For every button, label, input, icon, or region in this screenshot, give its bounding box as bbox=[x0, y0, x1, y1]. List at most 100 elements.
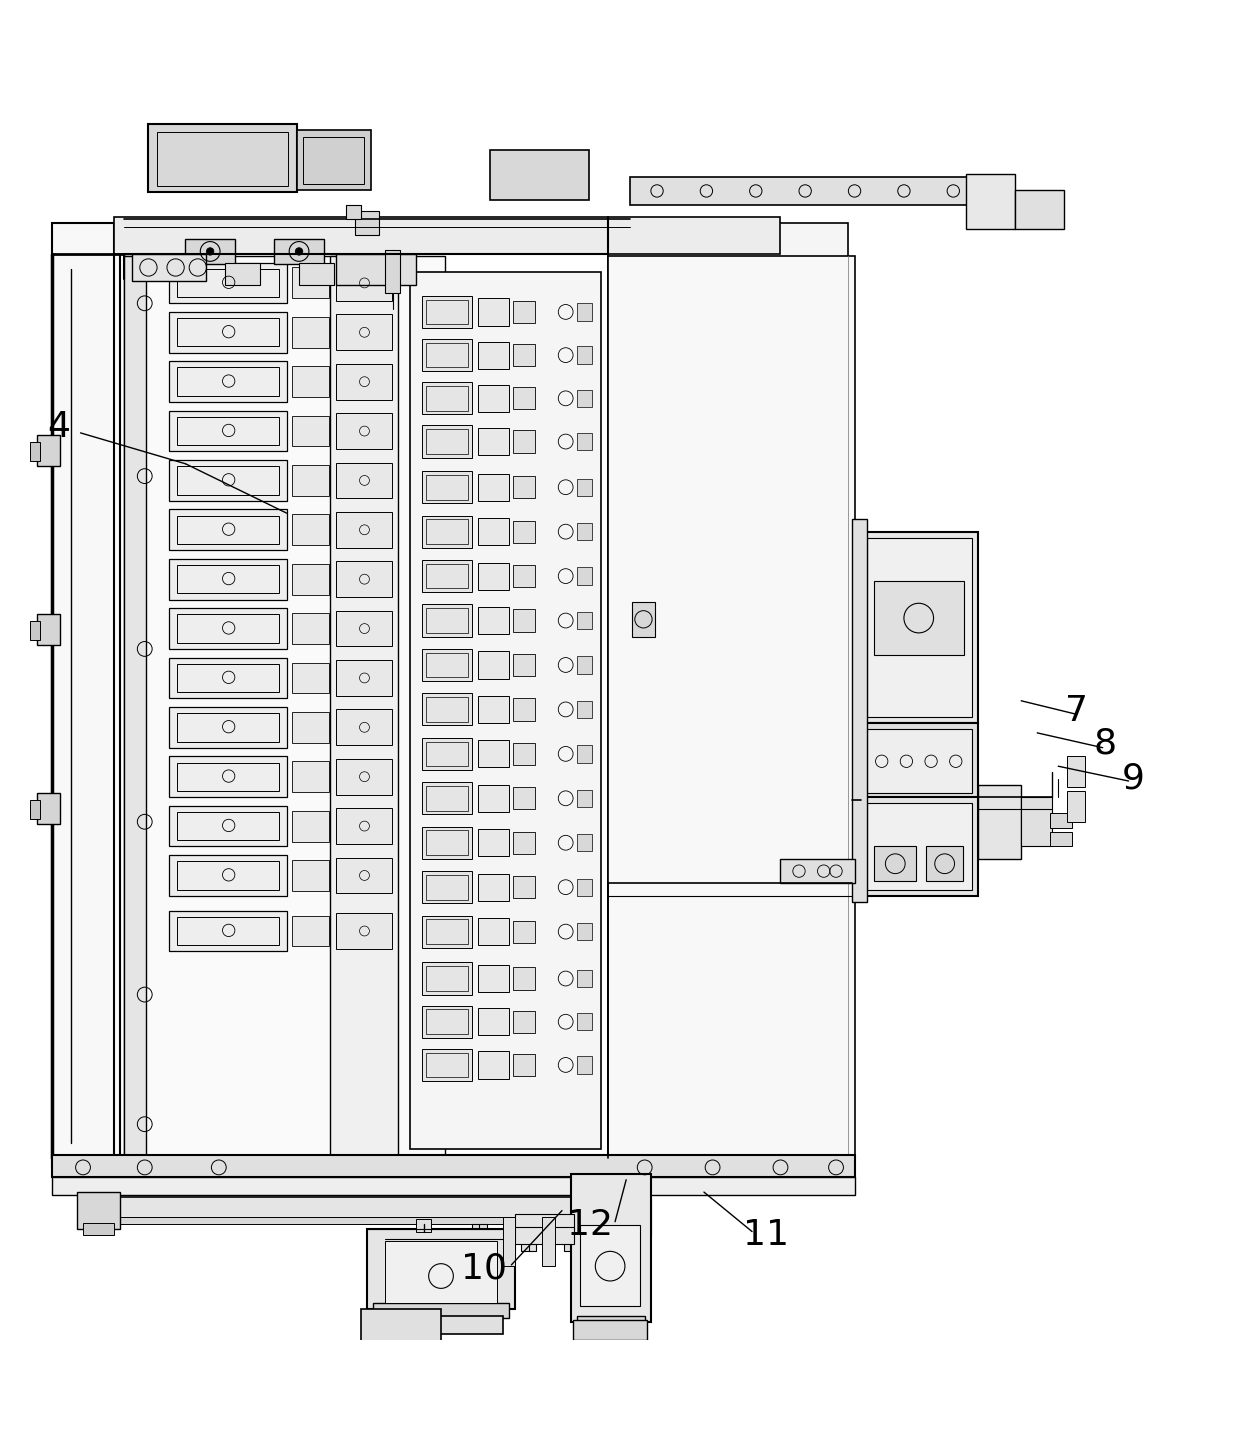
Bar bbox=[512, 521, 534, 542]
Bar bbox=[37, 615, 60, 645]
Bar bbox=[379, 1316, 502, 1335]
Bar bbox=[52, 1177, 854, 1194]
Bar bbox=[577, 970, 591, 988]
Bar bbox=[186, 239, 234, 263]
Bar bbox=[632, 602, 655, 636]
Bar bbox=[336, 659, 392, 696]
Bar bbox=[512, 476, 534, 499]
Bar bbox=[170, 362, 286, 402]
Bar bbox=[512, 1011, 534, 1032]
Bar bbox=[77, 1192, 120, 1229]
Bar bbox=[291, 711, 329, 743]
Bar bbox=[479, 607, 508, 635]
Bar bbox=[170, 509, 286, 549]
Bar bbox=[515, 1226, 574, 1244]
Bar bbox=[479, 964, 508, 992]
Bar bbox=[177, 713, 279, 742]
Bar bbox=[966, 174, 1016, 230]
Bar bbox=[177, 466, 279, 495]
Bar bbox=[170, 411, 286, 451]
Bar bbox=[30, 620, 40, 641]
Bar bbox=[427, 652, 469, 677]
Bar bbox=[423, 827, 472, 859]
Bar bbox=[577, 347, 591, 364]
Bar bbox=[291, 811, 329, 842]
Bar bbox=[423, 870, 472, 904]
Bar bbox=[608, 256, 854, 1158]
Bar bbox=[1022, 797, 1052, 846]
Bar bbox=[978, 785, 1022, 859]
Bar bbox=[423, 604, 472, 636]
Bar bbox=[291, 466, 329, 496]
Bar bbox=[479, 829, 508, 856]
Bar bbox=[170, 756, 286, 797]
Circle shape bbox=[295, 247, 303, 254]
Bar bbox=[626, 1199, 651, 1235]
Bar bbox=[427, 742, 469, 766]
Bar bbox=[577, 523, 591, 541]
Bar bbox=[512, 698, 534, 720]
Bar bbox=[512, 388, 534, 409]
Bar bbox=[427, 474, 469, 499]
Bar bbox=[861, 797, 978, 897]
Bar bbox=[177, 367, 279, 396]
Bar bbox=[423, 296, 472, 328]
Bar bbox=[577, 879, 591, 897]
Bar bbox=[852, 519, 867, 902]
Bar bbox=[336, 414, 392, 448]
Bar bbox=[177, 811, 279, 840]
Bar bbox=[423, 471, 472, 503]
Bar bbox=[577, 1056, 591, 1073]
Text: 11: 11 bbox=[743, 1219, 789, 1252]
Bar bbox=[336, 610, 392, 646]
Bar bbox=[512, 565, 534, 587]
Bar bbox=[52, 223, 120, 1167]
Bar bbox=[427, 1053, 469, 1077]
Bar bbox=[427, 697, 469, 722]
Bar bbox=[291, 366, 329, 398]
Bar bbox=[83, 1223, 114, 1235]
Bar bbox=[874, 846, 916, 881]
Bar bbox=[423, 963, 472, 995]
Bar bbox=[423, 425, 472, 457]
Bar bbox=[274, 239, 324, 263]
Bar bbox=[423, 915, 472, 947]
Bar bbox=[867, 803, 972, 889]
Bar bbox=[577, 745, 591, 762]
Bar bbox=[512, 654, 534, 677]
Text: 9: 9 bbox=[1122, 762, 1145, 795]
Bar bbox=[177, 565, 279, 593]
Bar bbox=[386, 1242, 496, 1303]
Bar bbox=[577, 567, 591, 584]
Bar bbox=[490, 150, 589, 200]
Bar bbox=[479, 1008, 508, 1035]
Bar bbox=[291, 515, 329, 545]
Bar bbox=[427, 386, 469, 411]
Bar bbox=[296, 130, 371, 189]
Bar bbox=[170, 263, 286, 304]
Bar bbox=[1049, 813, 1071, 829]
Bar bbox=[570, 1174, 651, 1322]
Bar bbox=[417, 1219, 432, 1232]
Bar bbox=[177, 416, 279, 445]
Bar bbox=[867, 538, 972, 717]
Bar bbox=[608, 223, 848, 1167]
Bar bbox=[861, 532, 978, 723]
Bar bbox=[177, 269, 279, 296]
Text: 12: 12 bbox=[568, 1209, 614, 1242]
Bar bbox=[170, 609, 286, 649]
Bar bbox=[177, 664, 279, 693]
Bar bbox=[303, 136, 365, 184]
Bar bbox=[170, 460, 286, 500]
Bar bbox=[577, 923, 591, 940]
Bar bbox=[410, 272, 601, 1150]
Bar bbox=[37, 435, 60, 466]
Bar bbox=[479, 341, 508, 369]
Bar bbox=[427, 830, 469, 855]
Bar bbox=[867, 729, 972, 794]
Bar bbox=[124, 256, 146, 1158]
Bar bbox=[170, 855, 286, 897]
Bar bbox=[336, 912, 392, 949]
Bar bbox=[124, 256, 445, 1158]
Bar bbox=[330, 256, 398, 1158]
